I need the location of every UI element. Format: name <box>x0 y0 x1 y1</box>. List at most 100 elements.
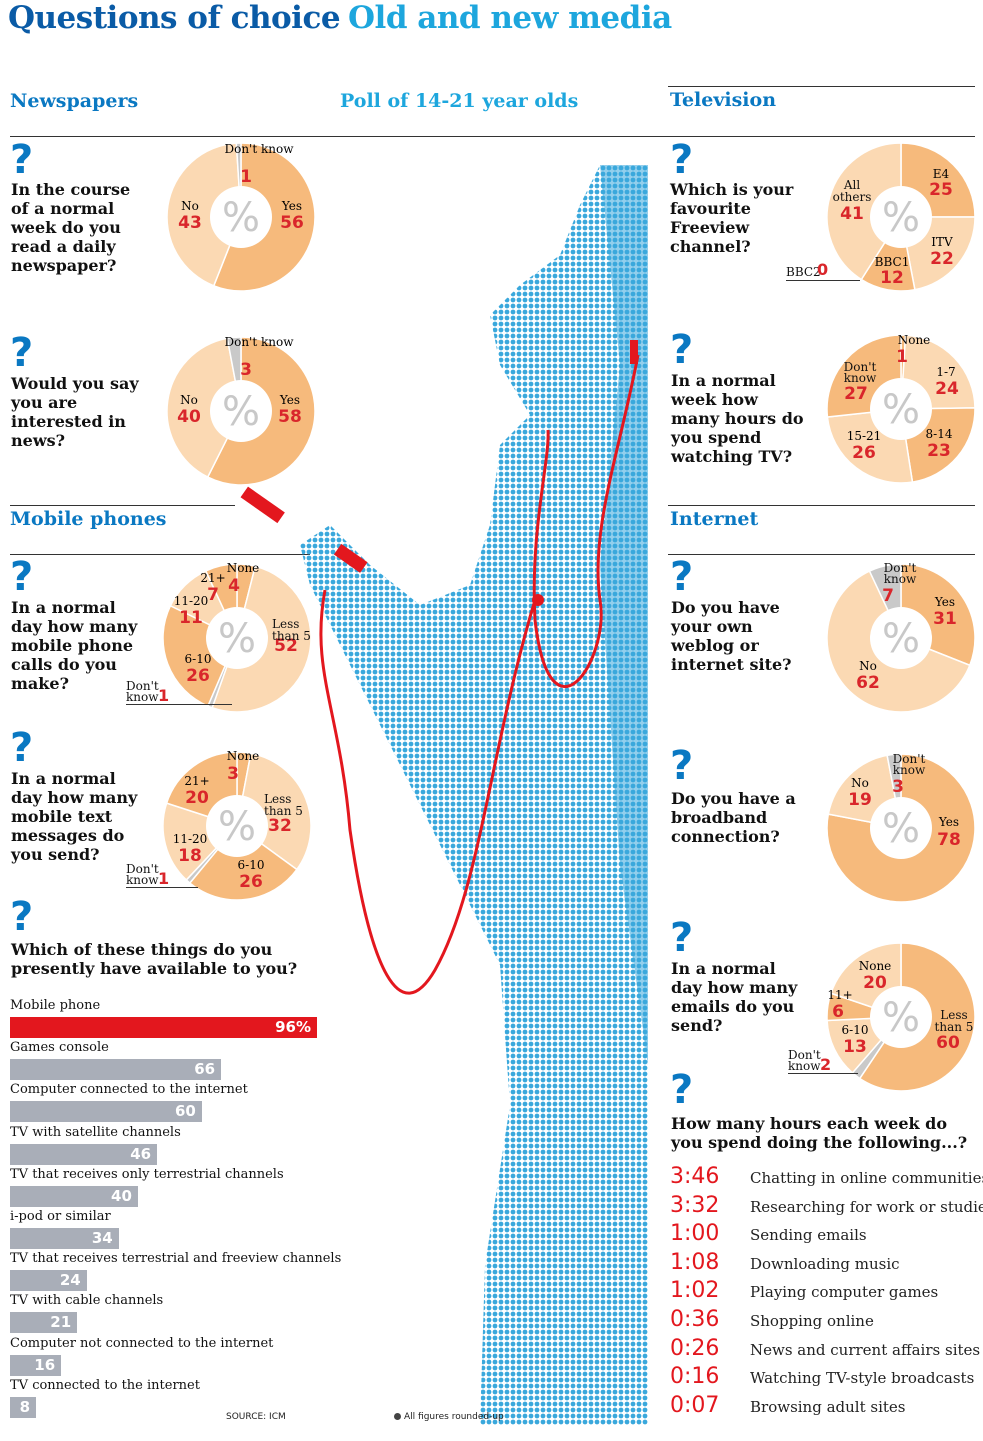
slice-label: Don't know <box>788 1048 821 1073</box>
question-mark-icon: ? <box>670 915 694 961</box>
slice-value: 52 <box>274 636 298 656</box>
title-main: Questions of choice <box>8 0 341 36</box>
slice-value: 60 <box>936 1033 960 1053</box>
bar-category-label: i-pod or similar <box>10 1209 111 1224</box>
hours-row: 3:32 Researching for work or studies <box>670 1193 983 1221</box>
pie-hole <box>870 986 932 1048</box>
slice-value: 3 <box>892 777 904 797</box>
pie-slice <box>166 337 242 479</box>
divider <box>10 554 310 555</box>
hours-time: 1:02 <box>670 1278 720 1304</box>
hours-row: 3:46 Chatting in online communities <box>670 1164 983 1192</box>
hours-row: 0:07 Browsing adult sites <box>670 1393 970 1421</box>
slice-value: 1 <box>240 167 252 187</box>
question-mark-icon: ? <box>670 327 694 373</box>
question-weblog: Do you have your own weblog or internet … <box>671 598 792 674</box>
slice-value: 22 <box>930 249 954 269</box>
hours-time: 0:07 <box>670 1392 720 1418</box>
percent-symbol: % <box>882 995 920 1041</box>
bar-category-label: TV with cable channels <box>10 1293 164 1309</box>
poll-label: Poll of 14-21 year olds <box>340 90 579 112</box>
slice-label: Yes <box>281 199 302 213</box>
slice-label: 11-20 <box>173 832 208 846</box>
slice-label: Don't know <box>843 360 877 385</box>
bar: 16 <box>10 1354 62 1376</box>
pie-slice <box>166 142 242 287</box>
slice-label: No <box>180 393 198 407</box>
bar: 66 <box>10 1059 222 1081</box>
pie-hole <box>210 186 272 248</box>
slice-label: 6-10 <box>238 858 265 872</box>
hours-activity: Browsing adult sites <box>750 1397 906 1416</box>
bar-category-label: Mobile phone <box>10 998 101 1013</box>
pie-slice <box>236 752 312 871</box>
slice-label: 11+ <box>827 988 852 1002</box>
slice-label: No <box>859 659 877 673</box>
pie-hole <box>870 186 932 248</box>
slice-label: Less than 5 <box>264 792 303 818</box>
hours-activity: Researching for work or studies <box>750 1197 983 1216</box>
leader-line <box>788 1073 858 1074</box>
leader-line <box>126 704 232 705</box>
hours-activity: Sending emails <box>750 1226 867 1245</box>
hours-time: 0:26 <box>670 1335 720 1361</box>
slice-label: Don't know <box>126 862 159 887</box>
slice-label: Don't know <box>126 679 159 704</box>
pie-hole <box>870 378 932 440</box>
percent-symbol: % <box>222 195 260 241</box>
leader-line <box>786 280 860 281</box>
slice-value: 1 <box>896 347 908 367</box>
bar-category-label: Games console <box>10 1040 109 1056</box>
slice-value: 1 <box>158 869 170 888</box>
hours-activity: Downloading music <box>750 1254 900 1273</box>
pie-hole <box>870 607 932 669</box>
slice-value: 2 <box>820 1055 832 1074</box>
slice-value: 18 <box>178 846 202 866</box>
pie-emails: % None 20 11+ 6 6-10 13 60 <box>826 942 976 1092</box>
question-freeview: Which is your favourite Freeview channel… <box>670 180 794 256</box>
slice-label: Don't know <box>883 561 917 586</box>
slice-label: Yes <box>938 815 959 829</box>
bar: 34 <box>10 1228 119 1249</box>
slice-label: Yes <box>279 393 300 407</box>
pie-weblog: % Yes 31 No 62 7 <box>826 563 976 713</box>
slice-value: 7 <box>882 586 894 606</box>
pie-freeview: % E4 25 ITV 22 BBC1 12 41 <box>826 142 976 292</box>
percent-symbol: % <box>218 804 256 850</box>
pie-interested-news: % Don't know 3 Yes 58 No 40 <box>166 336 316 486</box>
pie-hole <box>206 795 268 857</box>
slice-label: None <box>898 334 931 347</box>
percent-symbol: % <box>222 389 260 435</box>
halftone-photo <box>300 165 648 1425</box>
slice-label: 11-20 <box>174 594 209 608</box>
question-daily-newspaper: In the course of a normal week do you re… <box>11 180 131 275</box>
bar-chart-available: Mobile phone 96% Games console 66 Computer c… <box>10 998 341 1423</box>
section-internet: Internet <box>670 508 759 530</box>
slice-value: 62 <box>856 673 880 693</box>
hours-row: 0:26 News and current affairs sites <box>670 1335 980 1364</box>
bar-category-label: TV that receives terrestrial and freevie… <box>10 1251 342 1267</box>
hours-activity: Playing computer games <box>750 1283 939 1302</box>
slice-label: All others <box>832 178 872 204</box>
bar-category-label: Computer connected to the internet <box>10 1082 248 1098</box>
question-hours: How many hours each week do you spend do… <box>671 1114 968 1152</box>
pie-slice <box>826 142 902 281</box>
pie-slice <box>826 753 976 903</box>
section-television: Television <box>670 89 777 111</box>
slice-label: Don't know <box>892 752 926 777</box>
hours-time: 1:08 <box>670 1249 720 1275</box>
hours-activity: Chatting in online communities <box>750 1169 983 1187</box>
question-mark-icon: ? <box>670 1067 694 1113</box>
bar: 8 <box>10 1396 36 1418</box>
slice-value: 13 <box>843 1037 867 1057</box>
slice-value: 31 <box>933 609 957 629</box>
slice-label: BBC2 <box>786 265 821 279</box>
bar: 96% <box>10 1017 317 1038</box>
slice-label: Less than 5 <box>272 617 311 643</box>
hours-row: 0:36 Shopping online <box>670 1307 970 1335</box>
question-mark-icon: ? <box>670 137 694 183</box>
slice-label: 15-21 <box>847 429 882 443</box>
hours-row: 0:16 Watching TV-style broadcasts <box>670 1364 974 1392</box>
slice-value: 24 <box>935 379 959 399</box>
divider <box>668 554 975 555</box>
